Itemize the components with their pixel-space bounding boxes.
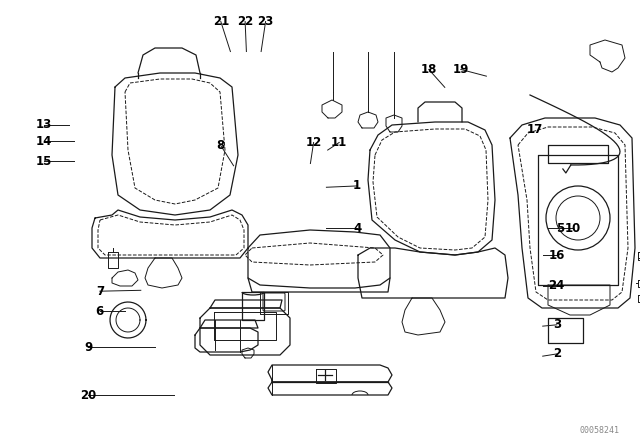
Text: 22: 22 [237,15,253,28]
Text: 1: 1 [353,179,361,193]
Text: 19: 19 [452,63,469,76]
Text: 9: 9 [84,340,92,354]
Text: 4: 4 [353,222,361,235]
Text: 20: 20 [80,388,97,402]
Text: 11: 11 [331,136,348,149]
Text: 13: 13 [35,118,52,131]
Text: 17: 17 [526,122,543,136]
Text: 23: 23 [257,15,274,28]
Text: 10: 10 [564,222,581,235]
Text: 18: 18 [420,63,437,76]
Text: 24: 24 [548,279,565,293]
Text: 14: 14 [35,134,52,148]
Text: 7: 7 [96,284,104,298]
Text: 21: 21 [212,15,229,28]
Text: 00058241: 00058241 [580,426,620,435]
Text: 2: 2 [553,347,561,361]
Text: 15: 15 [35,155,52,168]
Text: 3: 3 [553,318,561,332]
Text: 16: 16 [548,249,565,262]
Text: 5: 5 [556,222,564,235]
Text: 8: 8 [217,139,225,152]
Text: 12: 12 [305,136,322,149]
Text: 6: 6 [96,305,104,318]
